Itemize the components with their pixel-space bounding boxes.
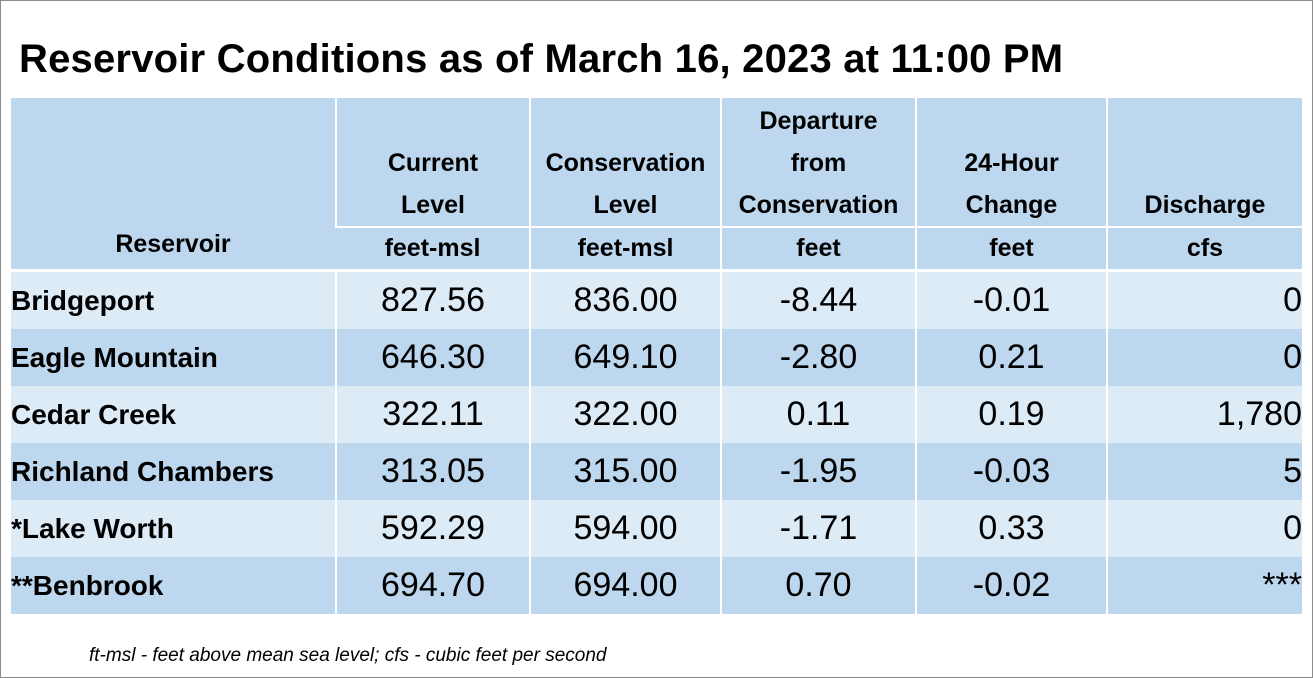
change-value: 0.19 xyxy=(915,386,1107,443)
current-level-value: 694.70 xyxy=(335,557,530,614)
departure-value: 0.70 xyxy=(720,557,916,614)
departure-value: -1.95 xyxy=(720,443,916,500)
column-header-conservation-level: Conservation Level xyxy=(529,98,721,227)
conservation-level-value: 594.00 xyxy=(529,500,721,557)
departure-value: 0.11 xyxy=(720,386,916,443)
conservation-level-value: 322.00 xyxy=(529,386,721,443)
reservoir-name: **Benbrook xyxy=(11,557,336,614)
discharge-value: 0 xyxy=(1106,500,1302,557)
discharge-value: 5 xyxy=(1106,443,1302,500)
discharge-value: 0 xyxy=(1106,329,1302,386)
reservoir-name: Richland Chambers xyxy=(11,443,336,500)
reservoir-table: Reservoir Current Level Conservation Lev… xyxy=(11,98,1302,614)
table-row: Richland Chambers 313.05 315.00 -1.95 -0… xyxy=(11,443,1302,500)
unit-discharge: cfs xyxy=(1106,226,1302,271)
reservoir-name: Eagle Mountain xyxy=(11,329,336,386)
current-level-value: 313.05 xyxy=(335,443,530,500)
table-row: Bridgeport 827.56 836.00 -8.44 -0.01 0 xyxy=(11,270,1302,329)
column-header-departure: Departure from Conservation xyxy=(720,98,916,227)
column-header-discharge: Discharge xyxy=(1106,98,1302,227)
footnote: ft-msl - feet above mean sea level; cfs … xyxy=(89,645,607,666)
current-level-value: 827.56 xyxy=(335,270,530,329)
change-value: 0.21 xyxy=(915,329,1107,386)
table-row: **Benbrook 694.70 694.00 0.70 -0.02 *** xyxy=(11,557,1302,614)
discharge-value: 1,780 xyxy=(1106,386,1302,443)
unit-24-hour-change: feet xyxy=(915,226,1107,271)
change-value: -0.03 xyxy=(915,443,1107,500)
change-value: 0.33 xyxy=(915,500,1107,557)
discharge-value: *** xyxy=(1106,557,1302,614)
column-header-24-hour-change: 24-Hour Change xyxy=(915,98,1107,227)
unit-current-level: feet-msl xyxy=(336,226,530,271)
column-header-current-level: Current Level xyxy=(335,98,530,227)
column-header-24-hour-change-label: 24-Hour Change xyxy=(964,149,1059,219)
column-header-reservoir: Reservoir xyxy=(11,98,336,271)
header-row: Reservoir Current Level Conservation Lev… xyxy=(11,98,1302,271)
table-row: Cedar Creek 322.11 322.00 0.11 0.19 1,78… xyxy=(11,386,1302,443)
reservoir-name: *Lake Worth xyxy=(11,500,336,557)
discharge-value: 0 xyxy=(1106,270,1302,329)
conservation-level-value: 836.00 xyxy=(529,270,721,329)
table-row: Eagle Mountain 646.30 649.10 -2.80 0.21 … xyxy=(11,329,1302,386)
conservation-level-value: 315.00 xyxy=(529,443,721,500)
departure-value: -8.44 xyxy=(720,270,916,329)
departure-value: -2.80 xyxy=(720,329,916,386)
reservoir-name: Cedar Creek xyxy=(11,386,336,443)
column-header-current-level-label: Current Level xyxy=(387,149,479,219)
departure-value: -1.71 xyxy=(720,500,916,557)
reservoir-name: Bridgeport xyxy=(11,270,336,329)
table-row: *Lake Worth 592.29 594.00 -1.71 0.33 0 xyxy=(11,500,1302,557)
unit-row: feet-msl feet-msl feet feet cfs xyxy=(11,226,1302,271)
current-level-value: 646.30 xyxy=(335,329,530,386)
current-level-value: 322.11 xyxy=(335,386,530,443)
conservation-level-value: 649.10 xyxy=(529,329,721,386)
column-header-conservation-level-label: Conservation Level xyxy=(545,149,706,219)
column-header-departure-label: Departure from Conservation xyxy=(738,107,899,219)
unit-conservation-level: feet-msl xyxy=(529,226,721,271)
conservation-level-value: 694.00 xyxy=(529,557,721,614)
page-title: Reservoir Conditions as of March 16, 202… xyxy=(19,37,1064,81)
current-level-value: 592.29 xyxy=(335,500,530,557)
change-value: -0.01 xyxy=(915,270,1107,329)
unit-departure: feet xyxy=(720,226,916,271)
change-value: -0.02 xyxy=(915,557,1107,614)
